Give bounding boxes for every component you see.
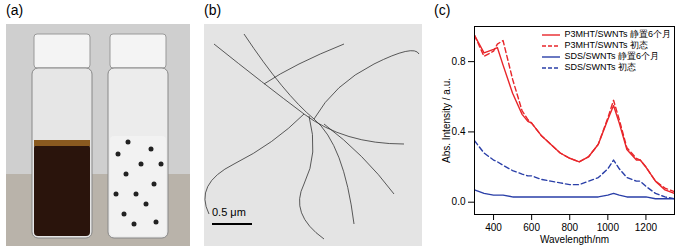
html-text:P3MHT/SWNTs 初态: P3MHT/SWNTs 初态: [564, 40, 648, 50]
html-text:SDS/SWNTs 初态: SDS/SWNTs 初态: [564, 62, 636, 72]
html-text:0.5 μm: 0.5 μm: [212, 206, 246, 218]
html-text:(b): (b): [204, 2, 222, 18]
svg-text:600: 600: [523, 222, 540, 233]
html-text:P3MHT/SWNTs 静置6个月: P3MHT/SWNTs 静置6个月: [564, 29, 671, 39]
svg-text:0.0: 0.0: [452, 196, 466, 207]
svg-text:0.4: 0.4: [452, 126, 466, 137]
svg-text:1000: 1000: [597, 222, 620, 233]
html-text:SDS/SWNTs 静置6个月: SDS/SWNTs 静置6个月: [564, 51, 659, 61]
svg-text:800: 800: [561, 222, 578, 233]
html-text:(c): (c): [434, 2, 451, 18]
svg-text:0.8: 0.8: [452, 56, 466, 67]
svg-text:Wavelength/nm: Wavelength/nm: [540, 234, 609, 245]
svg-text:400: 400: [485, 222, 502, 233]
svg-text:Abs. Intensity / a.u.: Abs. Intensity / a.u.: [441, 78, 452, 163]
svg-text:1200: 1200: [635, 222, 658, 233]
html-text:(a): (a): [6, 2, 24, 18]
